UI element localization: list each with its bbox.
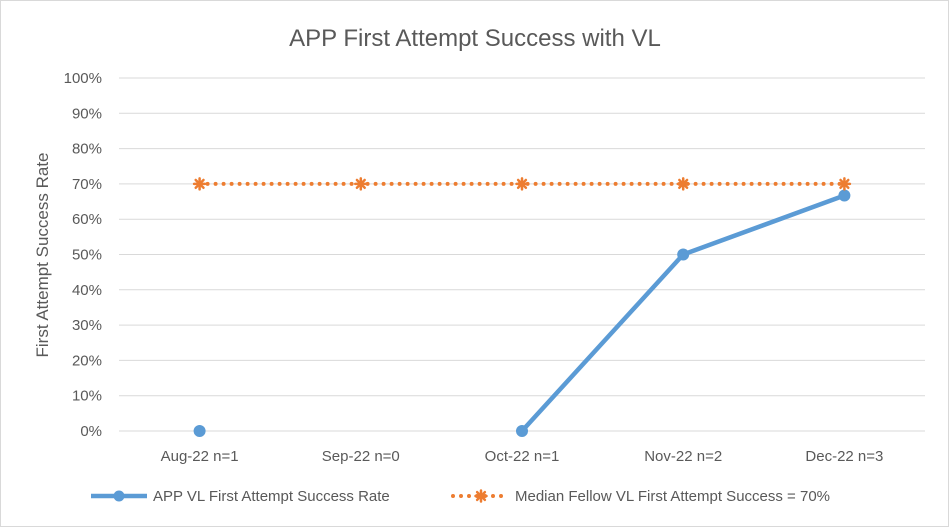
legend-label: APP VL First Attempt Success Rate	[153, 488, 390, 505]
data-point	[677, 248, 690, 261]
y-tick-label: 20%	[72, 352, 102, 369]
y-tick-label: 40%	[72, 282, 102, 299]
legend-item-1: Median Fellow VL First Attempt Success =…	[451, 488, 830, 505]
series-layer	[192, 177, 852, 437]
data-point	[192, 177, 207, 191]
y-tick-label: 30%	[72, 317, 102, 334]
legend: APP VL First Attempt Success Rate Median …	[91, 488, 830, 505]
x-tick-label: Oct-22 n=1	[485, 448, 560, 465]
data-point	[676, 177, 690, 191]
legend-label: Median Fellow VL First Attempt Success =…	[515, 488, 830, 505]
y-tick-label: 0%	[80, 423, 102, 440]
x-tick-label: Nov-22 n=2	[644, 448, 722, 465]
y-axis-ticks: 0% 10% 20% 30% 40% 50% 60% 70% 80% 90% 100%	[64, 70, 102, 440]
chart-title: APP First Attempt Success with VL	[289, 25, 661, 52]
y-tick-label: 10%	[72, 388, 102, 405]
data-point	[837, 177, 852, 191]
y-tick-label: 50%	[72, 247, 102, 264]
y-axis-title: First Attempt Success Rate	[33, 152, 52, 357]
x-axis-ticks: Aug-22 n=1 Sep-22 n=0 Oct-22 n=1 Nov-22 n=2…	[161, 448, 884, 465]
x-tick-label: Aug-22 n=1	[161, 448, 239, 465]
y-tick-label: 60%	[72, 211, 102, 228]
data-point	[515, 177, 529, 191]
y-tick-label: 90%	[72, 105, 102, 122]
x-tick-label: Dec-22 n=3	[805, 448, 883, 465]
series-0	[193, 189, 851, 437]
data-point	[838, 189, 851, 202]
y-tick-label: 100%	[64, 70, 102, 87]
legend-marker	[474, 489, 488, 503]
data-point	[193, 425, 206, 437]
y-tick-label: 70%	[72, 176, 102, 193]
legend-item-0: APP VL First Attempt Success Rate	[91, 488, 390, 505]
series-1	[192, 177, 852, 191]
data-point	[516, 425, 528, 437]
data-point	[354, 177, 368, 191]
x-tick-label: Sep-22 n=0	[322, 448, 400, 465]
gridlines	[119, 77, 925, 432]
y-tick-label: 80%	[72, 141, 102, 158]
legend-marker	[113, 490, 125, 502]
